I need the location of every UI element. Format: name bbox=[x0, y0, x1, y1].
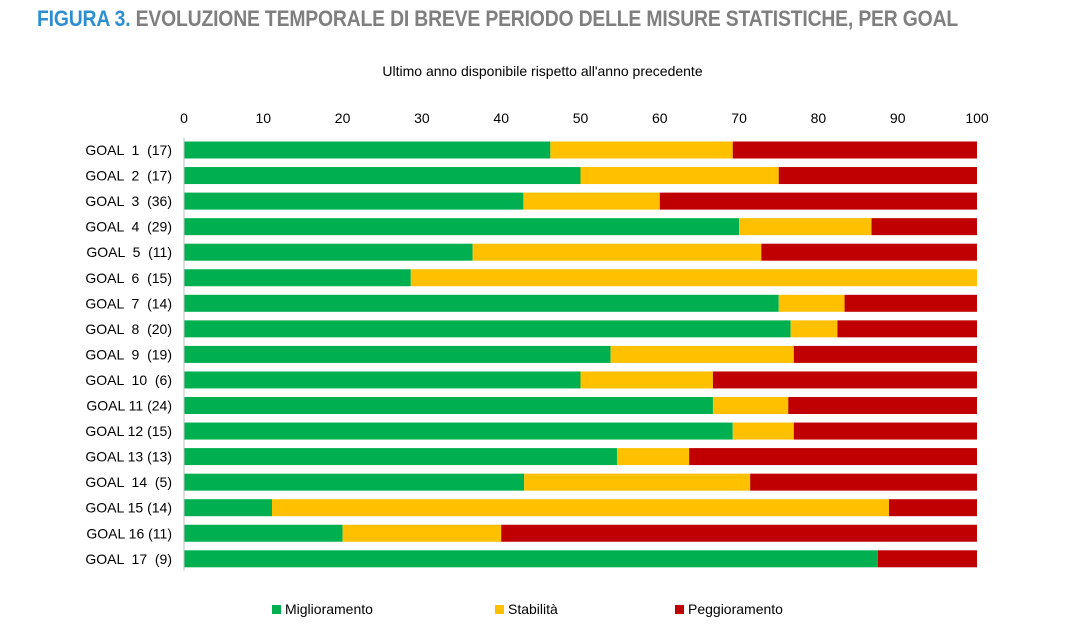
bar-segment-stabilit bbox=[550, 141, 733, 159]
bar-segment-stabilit bbox=[580, 167, 779, 185]
bar-segment-miglioramento bbox=[184, 345, 611, 363]
bar-segment-stabilit bbox=[410, 269, 978, 287]
bar-segment-peggioramento bbox=[761, 243, 977, 261]
y-category-label: GOAL 5 (11) bbox=[86, 244, 172, 260]
x-tick-label: 30 bbox=[414, 110, 430, 126]
legend-swatch-stabilita bbox=[495, 604, 504, 614]
y-category-label: GOAL 16 (11) bbox=[86, 525, 172, 541]
y-category-label: GOAL 3 (36) bbox=[85, 193, 172, 209]
x-tick-label: 100 bbox=[965, 110, 989, 126]
figure-title: FIGURA 3. EVOLUZIONE TEMPORALE DI BREVE … bbox=[37, 6, 958, 32]
y-category-label: GOAL 12 (15) bbox=[85, 423, 172, 439]
legend-item-miglioramento: Miglioramento bbox=[272, 601, 373, 617]
legend-label-peggioramento: Peggioramento bbox=[688, 601, 783, 617]
bar-segment-peggioramento bbox=[793, 345, 977, 363]
bar-segment-miglioramento bbox=[184, 524, 343, 542]
chart-subtitle: Ultimo anno disponibile rispetto all'ann… bbox=[382, 63, 703, 79]
bar-segment-stabilit bbox=[342, 524, 502, 542]
x-tick-label: 90 bbox=[890, 110, 906, 126]
bar-segment-stabilit bbox=[580, 371, 713, 389]
bar-segment-miglioramento bbox=[184, 550, 878, 568]
bar-segment-stabilit bbox=[790, 320, 838, 338]
bar-segment-miglioramento bbox=[184, 371, 581, 389]
x-tick-label: 40 bbox=[493, 110, 509, 126]
y-category-label: GOAL 9 (19) bbox=[85, 346, 172, 362]
legend-label-miglioramento: Miglioramento bbox=[285, 601, 373, 617]
y-category-label: GOAL 2 (17) bbox=[85, 168, 172, 184]
y-category-label: GOAL 13 (13) bbox=[85, 449, 172, 465]
x-tick-label: 50 bbox=[573, 110, 589, 126]
bar-segment-miglioramento bbox=[184, 294, 779, 312]
bar-segment-peggioramento bbox=[501, 524, 977, 542]
y-category-label: GOAL 4 (29) bbox=[85, 219, 172, 235]
bar-segment-miglioramento bbox=[184, 218, 740, 236]
bar-segment-miglioramento bbox=[184, 192, 524, 210]
bar-segment-miglioramento bbox=[184, 269, 411, 287]
bar-segment-stabilit bbox=[524, 473, 751, 491]
bar-segment-stabilit bbox=[472, 243, 762, 261]
bar-segment-peggioramento bbox=[712, 371, 977, 389]
bar-segment-peggioramento bbox=[778, 167, 977, 185]
bar-segment-stabilit bbox=[739, 218, 872, 236]
legend-swatch-miglioramento bbox=[272, 604, 281, 614]
y-category-label: GOAL 10 (6) bbox=[85, 372, 172, 388]
bar-segment-stabilit bbox=[732, 422, 794, 440]
y-category-label: GOAL 7 (14) bbox=[85, 295, 172, 311]
x-tick-label: 60 bbox=[652, 110, 668, 126]
y-category-label: GOAL 1 (17) bbox=[85, 142, 172, 158]
x-tick-label: 0 bbox=[180, 110, 188, 126]
bar-segment-stabilit bbox=[778, 294, 845, 312]
legend-item-peggioramento: Peggioramento bbox=[675, 601, 783, 617]
bar-segment-stabilit bbox=[610, 345, 794, 363]
y-category-label: GOAL 17 (9) bbox=[85, 551, 172, 567]
y-category-label: GOAL 14 (5) bbox=[85, 474, 172, 490]
x-tick-label: 70 bbox=[731, 110, 747, 126]
y-category-label: GOAL 8 (20) bbox=[85, 321, 172, 337]
bar-segment-peggioramento bbox=[877, 550, 977, 568]
bar-segment-peggioramento bbox=[844, 294, 977, 312]
bar-segment-miglioramento bbox=[184, 473, 525, 491]
bar-segment-stabilit bbox=[712, 397, 789, 414]
bar-segment-peggioramento bbox=[793, 422, 977, 440]
x-tick-label: 10 bbox=[256, 110, 272, 126]
bar-segment-stabilit bbox=[272, 499, 889, 517]
bar-segment-miglioramento bbox=[184, 141, 551, 159]
figure-number: FIGURA 3. bbox=[37, 6, 131, 31]
y-category-label: GOAL 11 (24) bbox=[86, 398, 172, 414]
legend-item-stabilita: Stabilità bbox=[495, 601, 558, 617]
legend-swatch-peggioramento bbox=[675, 604, 684, 614]
x-tick-label: 80 bbox=[811, 110, 827, 126]
bar-segment-peggioramento bbox=[788, 397, 977, 414]
bar-segment-peggioramento bbox=[750, 473, 977, 491]
bar-segment-miglioramento bbox=[184, 448, 617, 466]
bar-segment-miglioramento bbox=[184, 397, 713, 414]
bar-segment-peggioramento bbox=[732, 141, 977, 159]
bar-segment-miglioramento bbox=[184, 320, 791, 338]
bar-segment-peggioramento bbox=[837, 320, 977, 338]
bar-segment-peggioramento bbox=[689, 448, 977, 466]
bar-segment-stabilit bbox=[616, 448, 690, 466]
legend-label-stabilita: Stabilità bbox=[508, 601, 558, 617]
bar-segment-miglioramento bbox=[184, 167, 581, 185]
bar-segment-miglioramento bbox=[184, 499, 273, 517]
bar-segment-peggioramento bbox=[659, 192, 977, 210]
bar-segment-stabilit bbox=[523, 192, 660, 210]
y-category-label: GOAL 6 (15) bbox=[85, 270, 172, 286]
x-tick-label: 20 bbox=[335, 110, 351, 126]
bar-segment-miglioramento bbox=[184, 422, 733, 440]
bar-segment-peggioramento bbox=[871, 218, 977, 236]
bar-segment-miglioramento bbox=[184, 243, 473, 261]
bar-segment-peggioramento bbox=[888, 499, 977, 517]
figure-heading: EVOLUZIONE TEMPORALE DI BREVE PERIODO DE… bbox=[135, 6, 959, 31]
y-category-label: GOAL 15 (14) bbox=[85, 500, 172, 516]
